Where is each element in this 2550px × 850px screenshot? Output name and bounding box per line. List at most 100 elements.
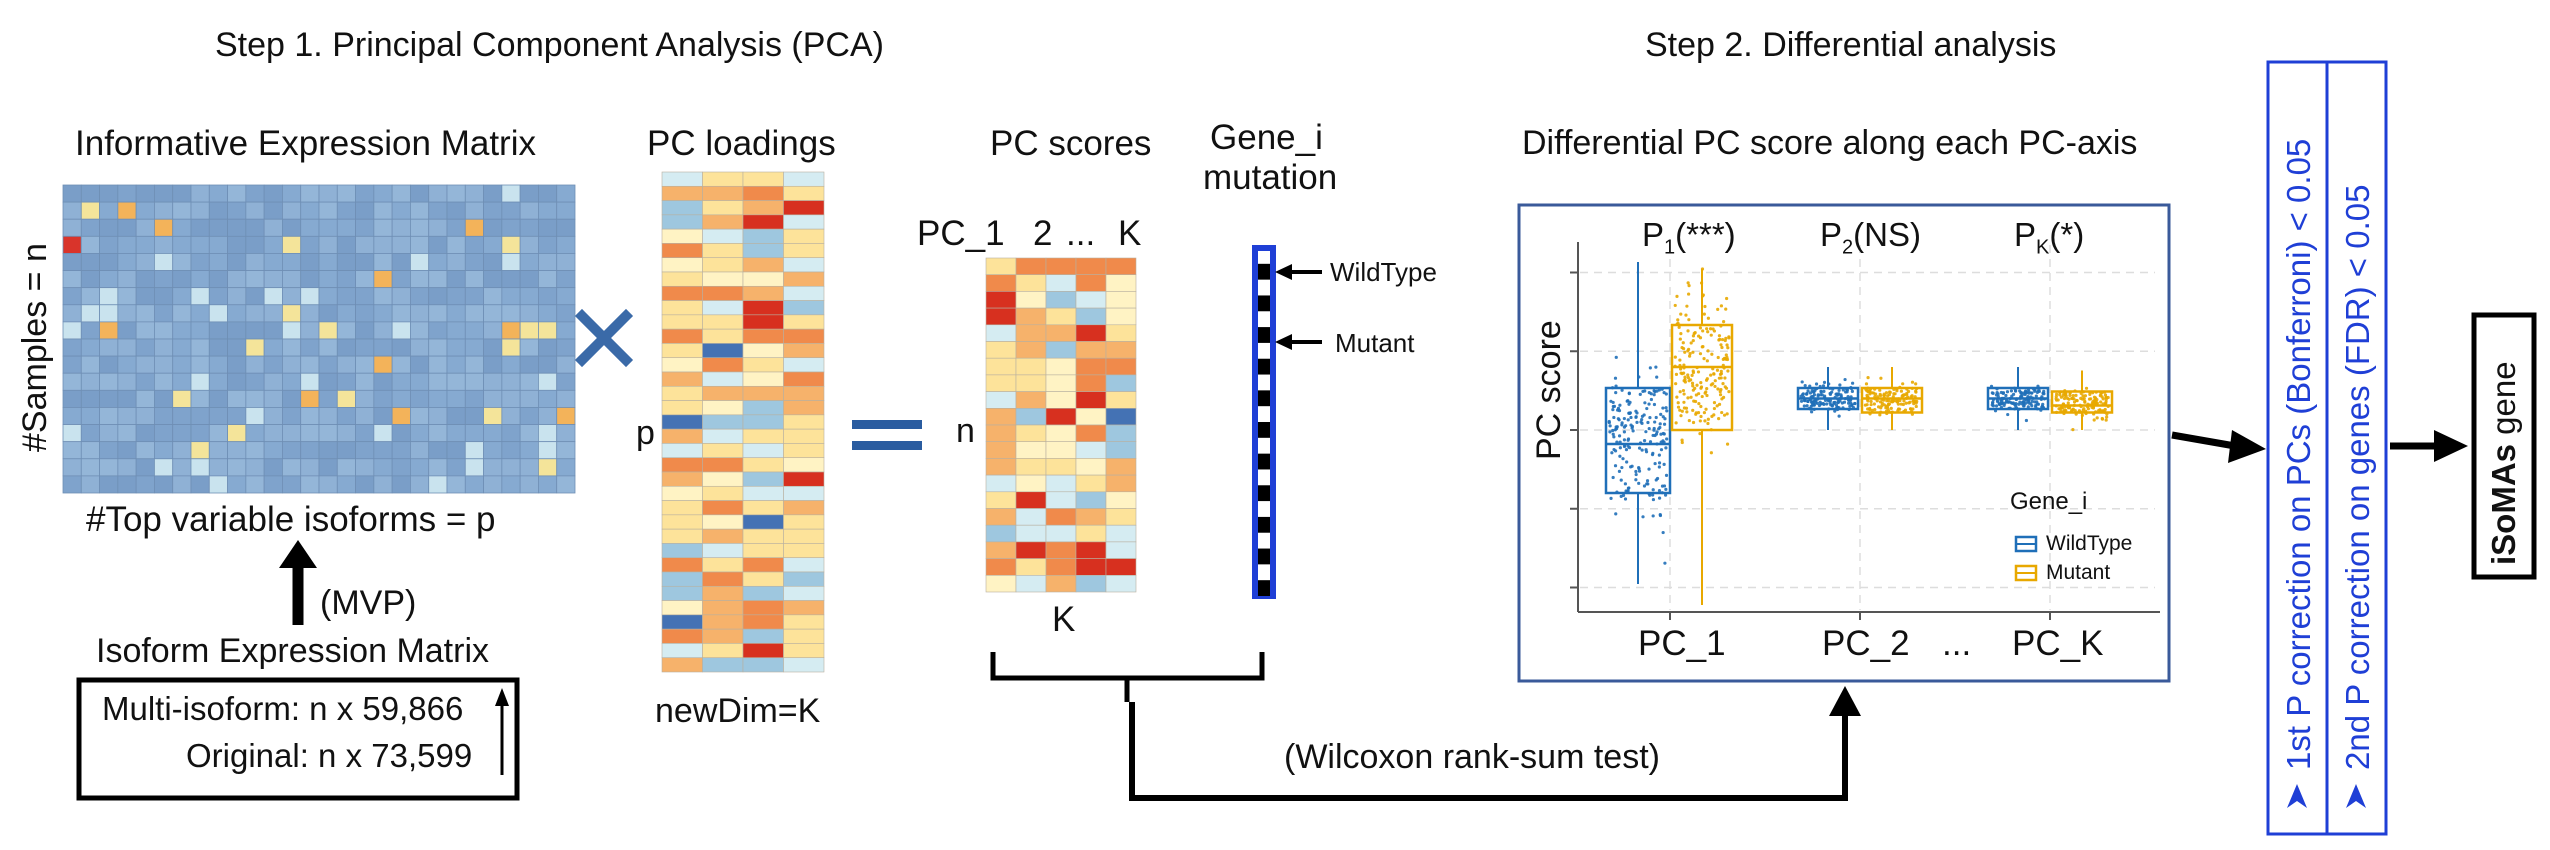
expr-cell — [62, 253, 82, 271]
box-body — [1860, 386, 1924, 414]
expr-cell — [391, 235, 411, 254]
jitter-point — [1676, 405, 1681, 409]
jitter-point — [1676, 318, 1680, 322]
expr-cell — [373, 270, 393, 289]
jitter-point — [1618, 403, 1622, 407]
expr-cell — [135, 321, 155, 340]
jitter-point — [1613, 428, 1617, 432]
expr-cell — [318, 458, 338, 477]
expr-cell — [245, 270, 265, 289]
jitter-point — [1865, 403, 1869, 407]
jitter-point — [1618, 446, 1622, 450]
jitter-point — [1720, 397, 1724, 401]
jitter-point — [1835, 393, 1839, 397]
expr-cell — [501, 407, 521, 425]
jitter-point — [2054, 392, 2059, 396]
expr-cell — [80, 235, 100, 254]
expr-cell — [245, 424, 265, 443]
score-cell — [1045, 491, 1077, 509]
loading-cell — [742, 514, 784, 530]
jitter-point — [1901, 382, 1905, 386]
score-cell — [1015, 491, 1047, 509]
jitter-point — [1648, 493, 1652, 497]
jitter-point — [1889, 406, 1893, 410]
jitter-point — [1634, 409, 1638, 413]
jitter-point — [1680, 440, 1684, 445]
expr-cell — [336, 458, 356, 477]
expr-cell — [428, 235, 448, 254]
expr-cell — [391, 441, 411, 460]
jitter-point — [1991, 404, 1995, 408]
jitter-point — [1853, 401, 1857, 406]
jitter-point — [1723, 376, 1727, 380]
jitter-point — [2041, 402, 2045, 406]
jitter-point — [2063, 408, 2067, 412]
jitter-point — [1709, 451, 1713, 455]
jitter-point — [1719, 387, 1723, 392]
pval-pc2-letter: P — [1820, 216, 1843, 253]
expr-cell — [172, 424, 192, 443]
score-cell — [985, 524, 1017, 543]
expr-cell — [172, 235, 192, 254]
expr-cell — [428, 304, 448, 323]
loading-cell — [661, 428, 703, 444]
jitter-point — [1665, 409, 1669, 413]
loading-cell — [742, 357, 784, 373]
score-cell — [1015, 391, 1047, 409]
jitter-point — [1701, 329, 1705, 333]
jitter-point — [1623, 497, 1628, 501]
box-PC_K-WildType — [1986, 367, 2050, 430]
jitter-point — [2083, 400, 2087, 404]
jitter-point — [1626, 489, 1630, 493]
box-body — [1604, 386, 1672, 495]
loading-cell — [742, 443, 784, 459]
jitter-point — [2089, 397, 2093, 401]
score-cell — [1075, 291, 1107, 309]
jitter-point — [1713, 379, 1717, 383]
jitter-point — [1651, 514, 1655, 518]
jitter-point — [1635, 420, 1639, 424]
jitter-point — [1681, 341, 1685, 345]
pc-loadings-heatmap — [661, 171, 825, 673]
jitter-point — [1611, 475, 1615, 480]
jitter-point — [1658, 422, 1662, 426]
expr-cell — [172, 355, 192, 374]
expr-cell — [336, 253, 356, 271]
expr-cell — [245, 458, 265, 477]
jitter-point — [1719, 369, 1723, 373]
expr-cell — [227, 424, 247, 443]
correction1-label: 1st P correction on PCs (Bonferroni) < 0… — [2280, 138, 2317, 770]
expr-cell — [336, 218, 356, 237]
jitter-point — [1726, 346, 1730, 350]
jitter-point — [1711, 382, 1715, 386]
jitter-point — [1700, 394, 1704, 399]
expr-cell — [135, 235, 155, 254]
jitter-point — [1828, 391, 1832, 396]
wildtype-arrow-head — [1275, 264, 1292, 280]
expr-cell — [483, 441, 503, 460]
correction2-arrow-icon — [2346, 784, 2366, 808]
jitter-point — [2006, 412, 2010, 417]
jitter-point — [1805, 404, 1809, 408]
jitter-point — [1914, 404, 1918, 409]
jitter-point — [1686, 329, 1690, 333]
expr-cell — [501, 321, 521, 340]
jitter-point — [1687, 418, 1691, 423]
jitter-point — [1710, 352, 1714, 356]
loading-cell — [783, 285, 825, 301]
jitter-point — [1869, 402, 1873, 407]
expr-cell — [80, 321, 100, 340]
expr-cell — [318, 389, 338, 408]
loading-cell — [702, 328, 744, 344]
loading-cell — [783, 514, 825, 530]
score-cell — [1105, 558, 1137, 576]
jitter-point — [1652, 426, 1656, 431]
jitter-point — [1682, 400, 1686, 404]
jitter-point — [1720, 345, 1724, 350]
expr-cell — [117, 355, 137, 374]
jitter-point — [1875, 399, 1879, 403]
expr-cell — [62, 321, 82, 340]
expr-cell — [410, 201, 430, 220]
expr-cell — [263, 407, 283, 425]
jitter-point — [1651, 451, 1655, 455]
